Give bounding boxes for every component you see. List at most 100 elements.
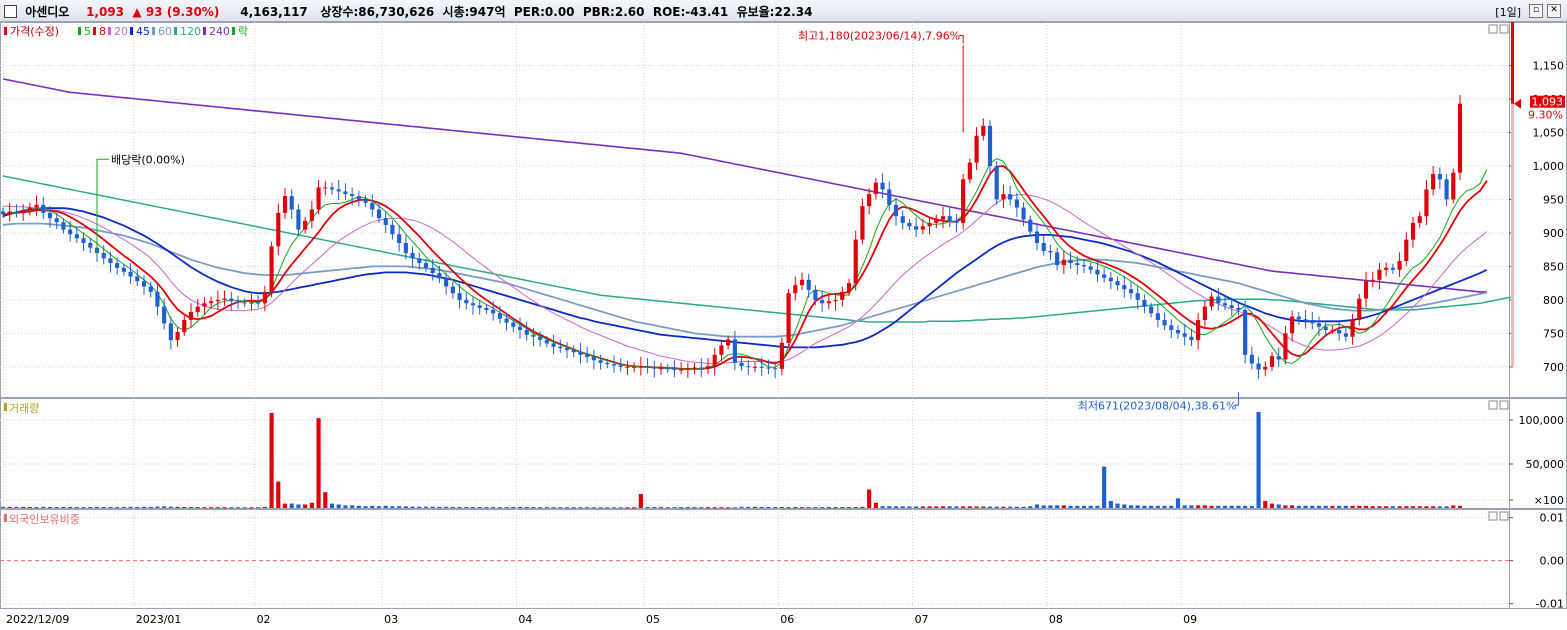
volume-bar xyxy=(947,506,952,508)
volume-bar xyxy=(1008,506,1013,508)
volume-bar xyxy=(766,506,771,508)
candle-body xyxy=(987,125,993,166)
price-tick-label: 800 xyxy=(1543,294,1564,307)
candle-body xyxy=(289,196,294,210)
volume-bar xyxy=(135,507,140,509)
volume-bar xyxy=(0,506,6,508)
candle-body xyxy=(1323,326,1328,331)
volume-bar xyxy=(1081,505,1087,508)
volume-bar xyxy=(779,507,784,509)
volume-bar xyxy=(1236,505,1241,508)
candle-body xyxy=(645,366,650,368)
candle-body xyxy=(1222,303,1228,306)
legend-label: 120 xyxy=(180,25,201,38)
candle-body xyxy=(605,362,610,365)
candle-body xyxy=(766,367,771,369)
volume-bar xyxy=(1128,505,1134,508)
volume-bar xyxy=(598,507,603,509)
volume-bar xyxy=(1142,505,1147,508)
foreign-legend-swatch xyxy=(4,514,7,522)
volume-bar xyxy=(1437,506,1442,508)
volume-bar xyxy=(927,506,932,508)
candle-body xyxy=(68,229,73,235)
volume-bar xyxy=(685,507,690,509)
panel-restore-icon-0 xyxy=(1488,24,1498,34)
candle-body xyxy=(269,246,274,292)
volume-bar xyxy=(1122,504,1127,508)
candle-body xyxy=(618,365,623,367)
candle-body xyxy=(417,258,422,264)
candle-body xyxy=(1316,323,1322,327)
volume-bar xyxy=(430,506,435,508)
volume-bar xyxy=(262,506,267,508)
close-icon[interactable]: ✕ xyxy=(1547,4,1561,18)
period-selector[interactable]: [1일] xyxy=(1495,6,1521,19)
candle-body xyxy=(558,346,563,349)
candle-body xyxy=(1021,207,1026,220)
price-change: 93 xyxy=(145,5,163,19)
candle-body xyxy=(746,366,751,368)
price-tick-label: 1,000 xyxy=(1533,160,1565,173)
current-pct-label: 9.30% xyxy=(1528,109,1563,122)
current-price-label: 1,093 xyxy=(1532,96,1564,109)
candle-body xyxy=(1444,179,1449,200)
volume-bar xyxy=(41,506,46,508)
select-checkbox[interactable] xyxy=(4,5,17,18)
volume-bar xyxy=(491,507,496,509)
candle-body xyxy=(21,210,26,213)
volume-bar xyxy=(403,506,408,508)
up-arrow-icon: ▲ xyxy=(132,5,142,19)
volume-bar xyxy=(1021,506,1026,508)
candle-body xyxy=(934,219,939,223)
candle-body xyxy=(712,354,717,367)
volume-bar xyxy=(417,506,422,508)
volume-bar xyxy=(571,507,576,509)
market-cap: 시총:947억 xyxy=(442,5,506,19)
candle-body xyxy=(1068,259,1073,264)
candle-body xyxy=(679,369,684,371)
candle-body xyxy=(1081,265,1087,267)
volume-bar xyxy=(1209,505,1214,508)
candle-body xyxy=(81,238,86,243)
x-tick-label: 02 xyxy=(257,613,271,626)
candle-body xyxy=(14,211,19,213)
candle-body xyxy=(350,194,355,197)
candle-body xyxy=(296,209,301,230)
x-axis: 2022/12/09 2023/01 02 03 04 05 06 07 08 09 xyxy=(3,22,1197,626)
volume-bar xyxy=(450,506,455,508)
price-tick-label: 850 xyxy=(1543,260,1564,273)
volume-bar xyxy=(1323,505,1328,508)
volume-bar xyxy=(316,418,321,508)
volume-bar xyxy=(551,507,556,509)
panel-close-icon-1 xyxy=(1499,400,1509,410)
volume-bar xyxy=(175,506,180,508)
volume-bar xyxy=(954,506,959,508)
restore-icon[interactable]: ▫ xyxy=(1529,4,1543,18)
volume-bar xyxy=(658,507,664,509)
stock-chart[interactable]: 1,1501,1001,0501,00095090085080075070020… xyxy=(0,22,1567,630)
volume-bar xyxy=(1410,506,1416,508)
candle-body xyxy=(652,367,657,369)
candle-body xyxy=(940,216,946,220)
volume-bar xyxy=(887,506,892,508)
volume-bar xyxy=(1055,505,1060,508)
current-price-box xyxy=(1530,95,1565,108)
volume-bar xyxy=(457,506,462,508)
candle-body xyxy=(860,206,865,240)
volume-bar xyxy=(826,507,831,509)
x-tick-label: 09 xyxy=(1183,613,1197,626)
price-tick-label: 750 xyxy=(1543,327,1564,340)
volume-bar xyxy=(1001,506,1006,508)
trading-volume: 4,163,117 xyxy=(240,5,308,19)
price-change-pct: (9.30%) xyxy=(166,5,220,19)
candle-body xyxy=(1034,231,1040,243)
candle-body xyxy=(1424,189,1429,217)
candle-body xyxy=(692,367,697,369)
volume-bar xyxy=(1155,505,1160,508)
volume-bar xyxy=(967,506,972,508)
volume-tick-label: ×100 xyxy=(1534,494,1564,507)
candle-body xyxy=(1404,239,1409,262)
volume-bar xyxy=(94,506,100,508)
legend-swatch xyxy=(203,27,206,35)
volume-bar xyxy=(303,504,308,508)
